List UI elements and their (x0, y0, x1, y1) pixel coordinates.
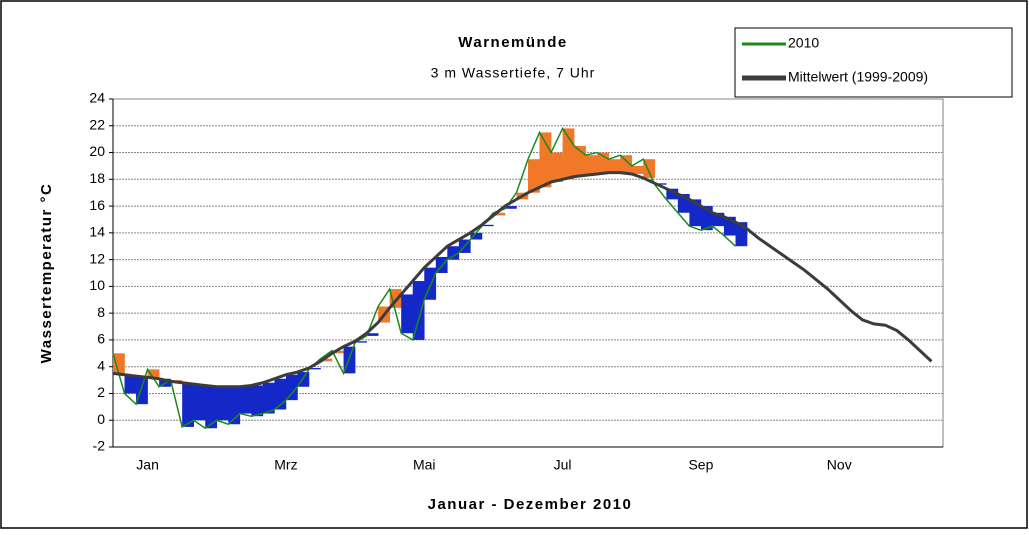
y-tick-label: 14 (89, 224, 105, 240)
difference-bar (643, 159, 656, 178)
difference-bar (435, 256, 448, 273)
difference-bar (216, 386, 229, 421)
difference-bar (113, 353, 125, 374)
difference-bar (666, 188, 679, 200)
difference-bar (631, 165, 644, 174)
difference-bar (412, 281, 425, 340)
difference-bar (504, 206, 517, 209)
y-tick-label: 2 (97, 384, 105, 400)
difference-bar (355, 341, 367, 343)
chart-title: Warnemünde (458, 34, 567, 51)
difference-bar (262, 382, 275, 414)
difference-bar (285, 374, 298, 401)
difference-bar (205, 385, 218, 429)
y-tick-label: 10 (89, 277, 105, 293)
legend-box (734, 27, 1013, 98)
legend-label: 2010 (788, 35, 819, 51)
y-tick-label: 16 (89, 197, 105, 213)
y-axis-label: Wassertemperatur °C (38, 183, 55, 364)
y-tick-label: 24 (89, 90, 105, 106)
difference-bar (274, 378, 287, 410)
x-tick-label: Sep (688, 457, 713, 473)
difference-bar (343, 346, 356, 374)
difference-bar (481, 224, 494, 227)
difference-bar (470, 232, 483, 240)
difference-bar (712, 212, 725, 227)
difference-bar (620, 155, 633, 173)
difference-bar (528, 159, 540, 193)
difference-bar (700, 206, 713, 231)
difference-bar (193, 384, 206, 421)
difference-bar (297, 372, 310, 387)
difference-bar (124, 374, 137, 394)
difference-bar (389, 289, 402, 308)
x-axis-label: Januar - Dezember 2010 (428, 496, 633, 513)
x-tick-label: Mrz (274, 457, 297, 473)
difference-bar (447, 246, 460, 260)
difference-bar (228, 386, 241, 425)
difference-bar (677, 194, 690, 213)
y-tick-label: 0 (97, 411, 105, 427)
difference-bar (585, 155, 598, 176)
difference-bar (723, 216, 736, 236)
series-line (112, 126, 737, 430)
difference-bar (366, 333, 379, 336)
x-tick-label: Jul (554, 457, 572, 473)
difference-bar (608, 159, 621, 173)
x-tick-label: Mai (413, 457, 436, 473)
y-tick-label: 4 (97, 357, 105, 373)
difference-bar (654, 183, 667, 185)
y-tick-label: 6 (97, 331, 105, 347)
y-tick-label: 20 (89, 143, 105, 159)
difference-bar (308, 368, 321, 370)
difference-bar (689, 199, 702, 227)
y-tick-label: 22 (89, 116, 105, 132)
difference-bar (182, 382, 194, 427)
difference-bar (332, 350, 344, 354)
difference-bar (551, 152, 563, 182)
difference-bar (735, 222, 748, 247)
difference-bar (251, 385, 264, 417)
difference-bar (401, 294, 414, 334)
difference-bar (147, 369, 160, 378)
difference-bar (597, 152, 609, 174)
difference-bar (320, 358, 333, 362)
series-line (112, 171, 933, 389)
difference-bar (574, 145, 586, 177)
y-tick-label: 8 (97, 304, 105, 320)
difference-bar (539, 132, 552, 188)
chart-subtitle: 3 m Wassertiefe, 7 Uhr (431, 65, 596, 81)
y-tick-label: 18 (89, 170, 105, 186)
y-tick-label: -2 (93, 438, 106, 454)
y-tick-label: 12 (89, 250, 105, 266)
difference-bar (493, 212, 506, 216)
difference-bar (424, 267, 437, 300)
difference-bar (239, 386, 252, 414)
x-tick-label: Jan (136, 457, 159, 473)
x-tick-label: Nov (827, 457, 852, 473)
difference-bar (136, 376, 148, 405)
difference-bar (562, 128, 575, 180)
legend-label: Mittelwert (1999-2009) (788, 69, 928, 85)
